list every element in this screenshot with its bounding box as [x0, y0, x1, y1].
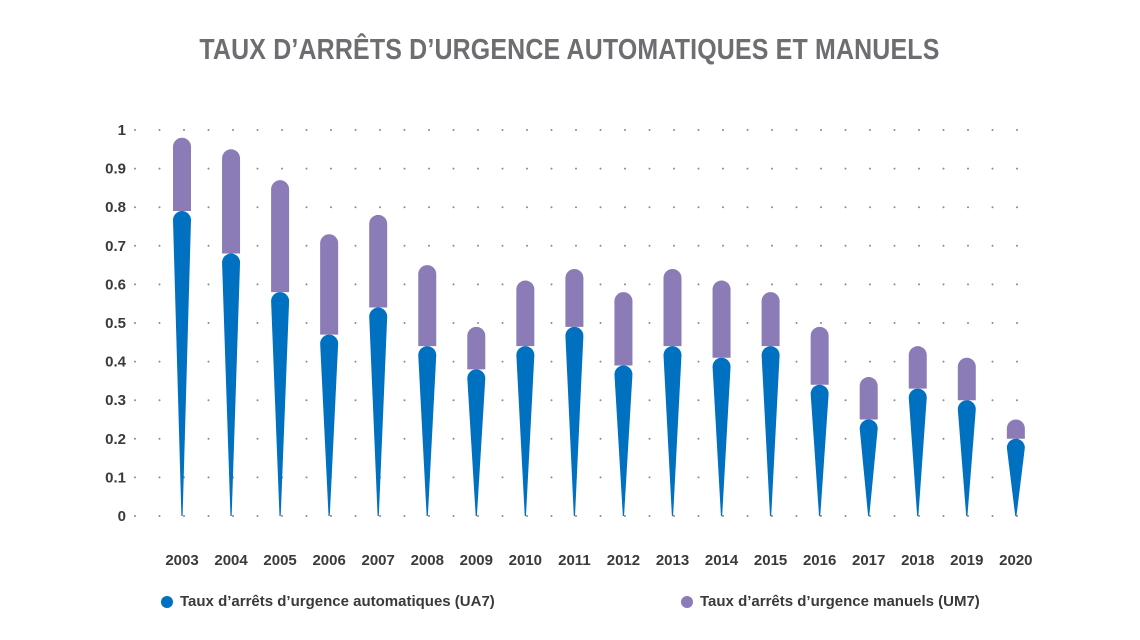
bar-ua7-2012: [614, 365, 633, 516]
legend-label-ua7: Taux d’arrêts d’urgence automatiques (UA…: [180, 593, 495, 610]
bar-um7-2016: [810, 326, 829, 385]
y-tick-label: 0.9: [105, 161, 126, 178]
legend-item-um7: Taux d’arrêts d’urgence manuels (UM7): [681, 593, 980, 610]
x-tick-label: 2009: [460, 552, 493, 569]
bar-um7-2017: [859, 377, 878, 420]
x-tick-label: 2013: [656, 552, 689, 569]
bar-ua7-2019: [957, 400, 976, 516]
bar-ua7-2008: [418, 346, 437, 516]
grid: [134, 129, 1041, 517]
bar-ua7-2020: [1006, 438, 1025, 516]
y-tick-label: 0.2: [105, 431, 126, 448]
y-tick-label: 0.8: [105, 199, 126, 216]
x-tick-label: 2003: [165, 552, 198, 569]
y-tick-label: 0: [118, 508, 126, 525]
bar-ua7-2007: [369, 307, 388, 516]
y-tick-label: 1: [118, 122, 126, 139]
x-tick-label: 2018: [901, 552, 934, 569]
bars: [173, 137, 1025, 516]
x-tick-label: 2015: [754, 552, 787, 569]
x-tick-label: 2010: [509, 552, 542, 569]
y-tick-label: 0.4: [105, 354, 127, 371]
y-tick-label: 0.6: [105, 276, 126, 293]
bar-um7-2015: [761, 292, 780, 347]
x-tick-label: 2011: [558, 552, 591, 569]
bar-um7-2004: [222, 149, 241, 254]
bar-um7-2020: [1006, 419, 1025, 439]
x-tick-label: 2019: [950, 552, 983, 569]
bar-um7-2019: [957, 357, 976, 401]
y-tick-label: 0.3: [105, 392, 126, 409]
bar-ua7-2018: [908, 388, 927, 516]
y-tick-label: 0.1: [105, 469, 126, 486]
x-tick-label: 2020: [999, 552, 1032, 569]
bar-um7-2012: [614, 292, 633, 366]
bar-um7-2010: [516, 280, 535, 347]
x-tick-label: 2007: [362, 552, 395, 569]
legend-item-ua7: Taux d’arrêts d’urgence automatiques (UA…: [161, 593, 495, 610]
x-tick-label: 2004: [214, 552, 248, 569]
chart-title: TAUX D’ARRÊTS D’URGENCE AUTOMATIQUES ET …: [199, 34, 940, 66]
bar-um7-2013: [663, 268, 682, 347]
x-tick-label: 2017: [852, 552, 885, 569]
x-tick-label: 2012: [607, 552, 640, 569]
x-tick-label: 2016: [803, 552, 836, 569]
bar-ua7-2013: [663, 346, 682, 516]
bar-ua7-2015: [761, 346, 780, 516]
y-axis-ticks: 0 0.1 0.2 0.3 0.4 0.5 0.6 0.7 0.8 0.9 1: [105, 122, 127, 525]
bar-ua7-2016: [810, 384, 829, 516]
legend-label-um7: Taux d’arrêts d’urgence manuels (UM7): [700, 593, 980, 610]
bar-ua7-2009: [467, 369, 486, 516]
bar-um7-2005: [271, 180, 290, 293]
legend-swatch-ua7: [161, 595, 173, 608]
bar-ua7-2017: [859, 419, 878, 516]
x-tick-label: 2014: [705, 552, 739, 569]
y-tick-label: 0.5: [105, 315, 126, 332]
bar-ua7-2006: [320, 334, 339, 516]
bar-ua7-2005: [271, 292, 290, 516]
x-axis-ticks: 2003 2004 2005 2006 2007 2008 2009 2010 2011 2012…: [165, 552, 1032, 569]
bar-ua7-2004: [222, 253, 241, 516]
bar-um7-2006: [320, 234, 339, 335]
y-tick-label: 0.7: [105, 238, 126, 255]
bar-ua7-2011: [565, 326, 584, 516]
x-tick-label: 2006: [312, 552, 345, 569]
legend-swatch-um7: [681, 595, 693, 608]
bar-ua7-2014: [712, 357, 731, 516]
bar-um7-2009: [467, 326, 486, 370]
bar-um7-2007: [369, 214, 388, 308]
bar-um7-2008: [418, 265, 437, 347]
x-tick-label: 2005: [263, 552, 296, 569]
bar-um7-2018: [908, 346, 927, 389]
bar-ua7-2010: [516, 346, 535, 516]
bar-um7-2003: [173, 137, 191, 212]
bar-ua7-2003: [173, 211, 191, 516]
x-tick-label: 2008: [411, 552, 444, 569]
bar-um7-2011: [565, 268, 584, 327]
bar-um7-2014: [712, 280, 731, 358]
